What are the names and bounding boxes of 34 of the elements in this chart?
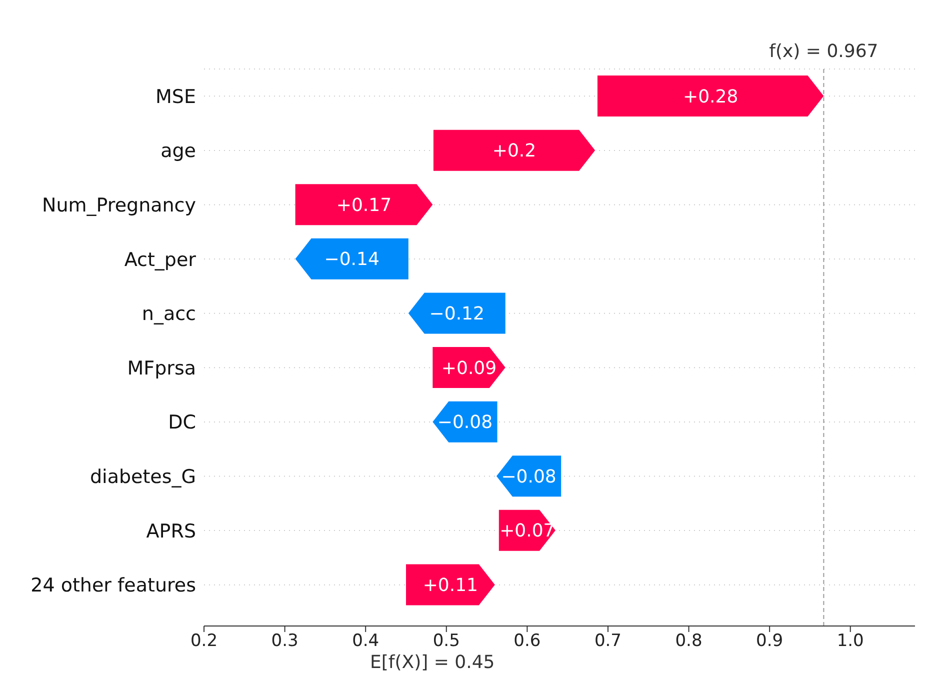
x-tick-label: 0.7: [594, 631, 622, 652]
data-label: +0.09: [441, 358, 497, 379]
x-tick-label: 0.4: [352, 631, 380, 652]
y-tick-label: 24 other features: [30, 574, 196, 597]
y-tick-label: APRS: [146, 520, 196, 542]
bar: [433, 130, 596, 171]
data-label: −0.08: [437, 412, 493, 434]
y-tick-label: MSE: [156, 86, 196, 108]
data-label: −0.14: [324, 249, 380, 270]
y-tick-label: diabetes_G: [90, 466, 196, 488]
y-tick-label: MFprsa: [127, 357, 196, 380]
x-tick-label: 0.9: [756, 631, 784, 652]
y-tick-label: age: [160, 140, 196, 162]
data-label: +0.07: [500, 520, 555, 542]
y-tick-label: Act_per: [124, 248, 196, 271]
y-tick-label: n_acc: [142, 303, 196, 326]
x-tick-label: 0.3: [271, 631, 298, 652]
data-label: +0.2: [492, 140, 536, 162]
x-tick-label: 0.6: [514, 631, 541, 652]
x-tick-label: 0.8: [675, 631, 702, 652]
data-label: +0.11: [422, 575, 478, 596]
data-label: +0.17: [336, 194, 392, 216]
data-label: −0.12: [429, 304, 484, 325]
bar: [295, 184, 433, 226]
data-label: +0.28: [683, 86, 738, 108]
x-tick-label: 0.5: [432, 631, 460, 652]
y-tick-label: DC: [168, 412, 196, 434]
x-tick-label: 0.2: [190, 631, 218, 652]
ref-line-label: f(x) = 0.967: [769, 41, 878, 62]
text: E[f(X)] = 0.45: [370, 652, 495, 673]
y-tick-label: Num_Pregnancy: [42, 194, 196, 216]
x-tick-label: 1.0: [836, 631, 864, 652]
bar: [597, 76, 824, 117]
data-label: −0.08: [501, 466, 556, 488]
